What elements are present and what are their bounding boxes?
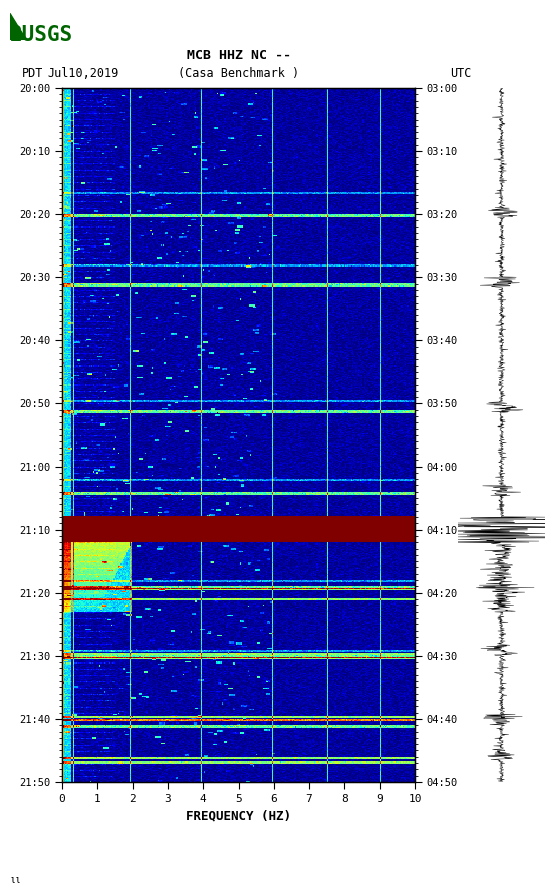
Text: (Casa Benchmark ): (Casa Benchmark )	[178, 67, 299, 79]
Polygon shape	[10, 13, 26, 40]
Text: PDT: PDT	[22, 67, 43, 79]
Text: Jul10,2019: Jul10,2019	[48, 67, 119, 79]
Text: ιι: ιι	[10, 875, 22, 885]
Text: UTC: UTC	[450, 67, 471, 79]
X-axis label: FREQUENCY (HZ): FREQUENCY (HZ)	[186, 809, 291, 822]
Text: MCB HHZ NC --: MCB HHZ NC --	[187, 49, 290, 62]
Text: 2USGS: 2USGS	[10, 25, 73, 45]
